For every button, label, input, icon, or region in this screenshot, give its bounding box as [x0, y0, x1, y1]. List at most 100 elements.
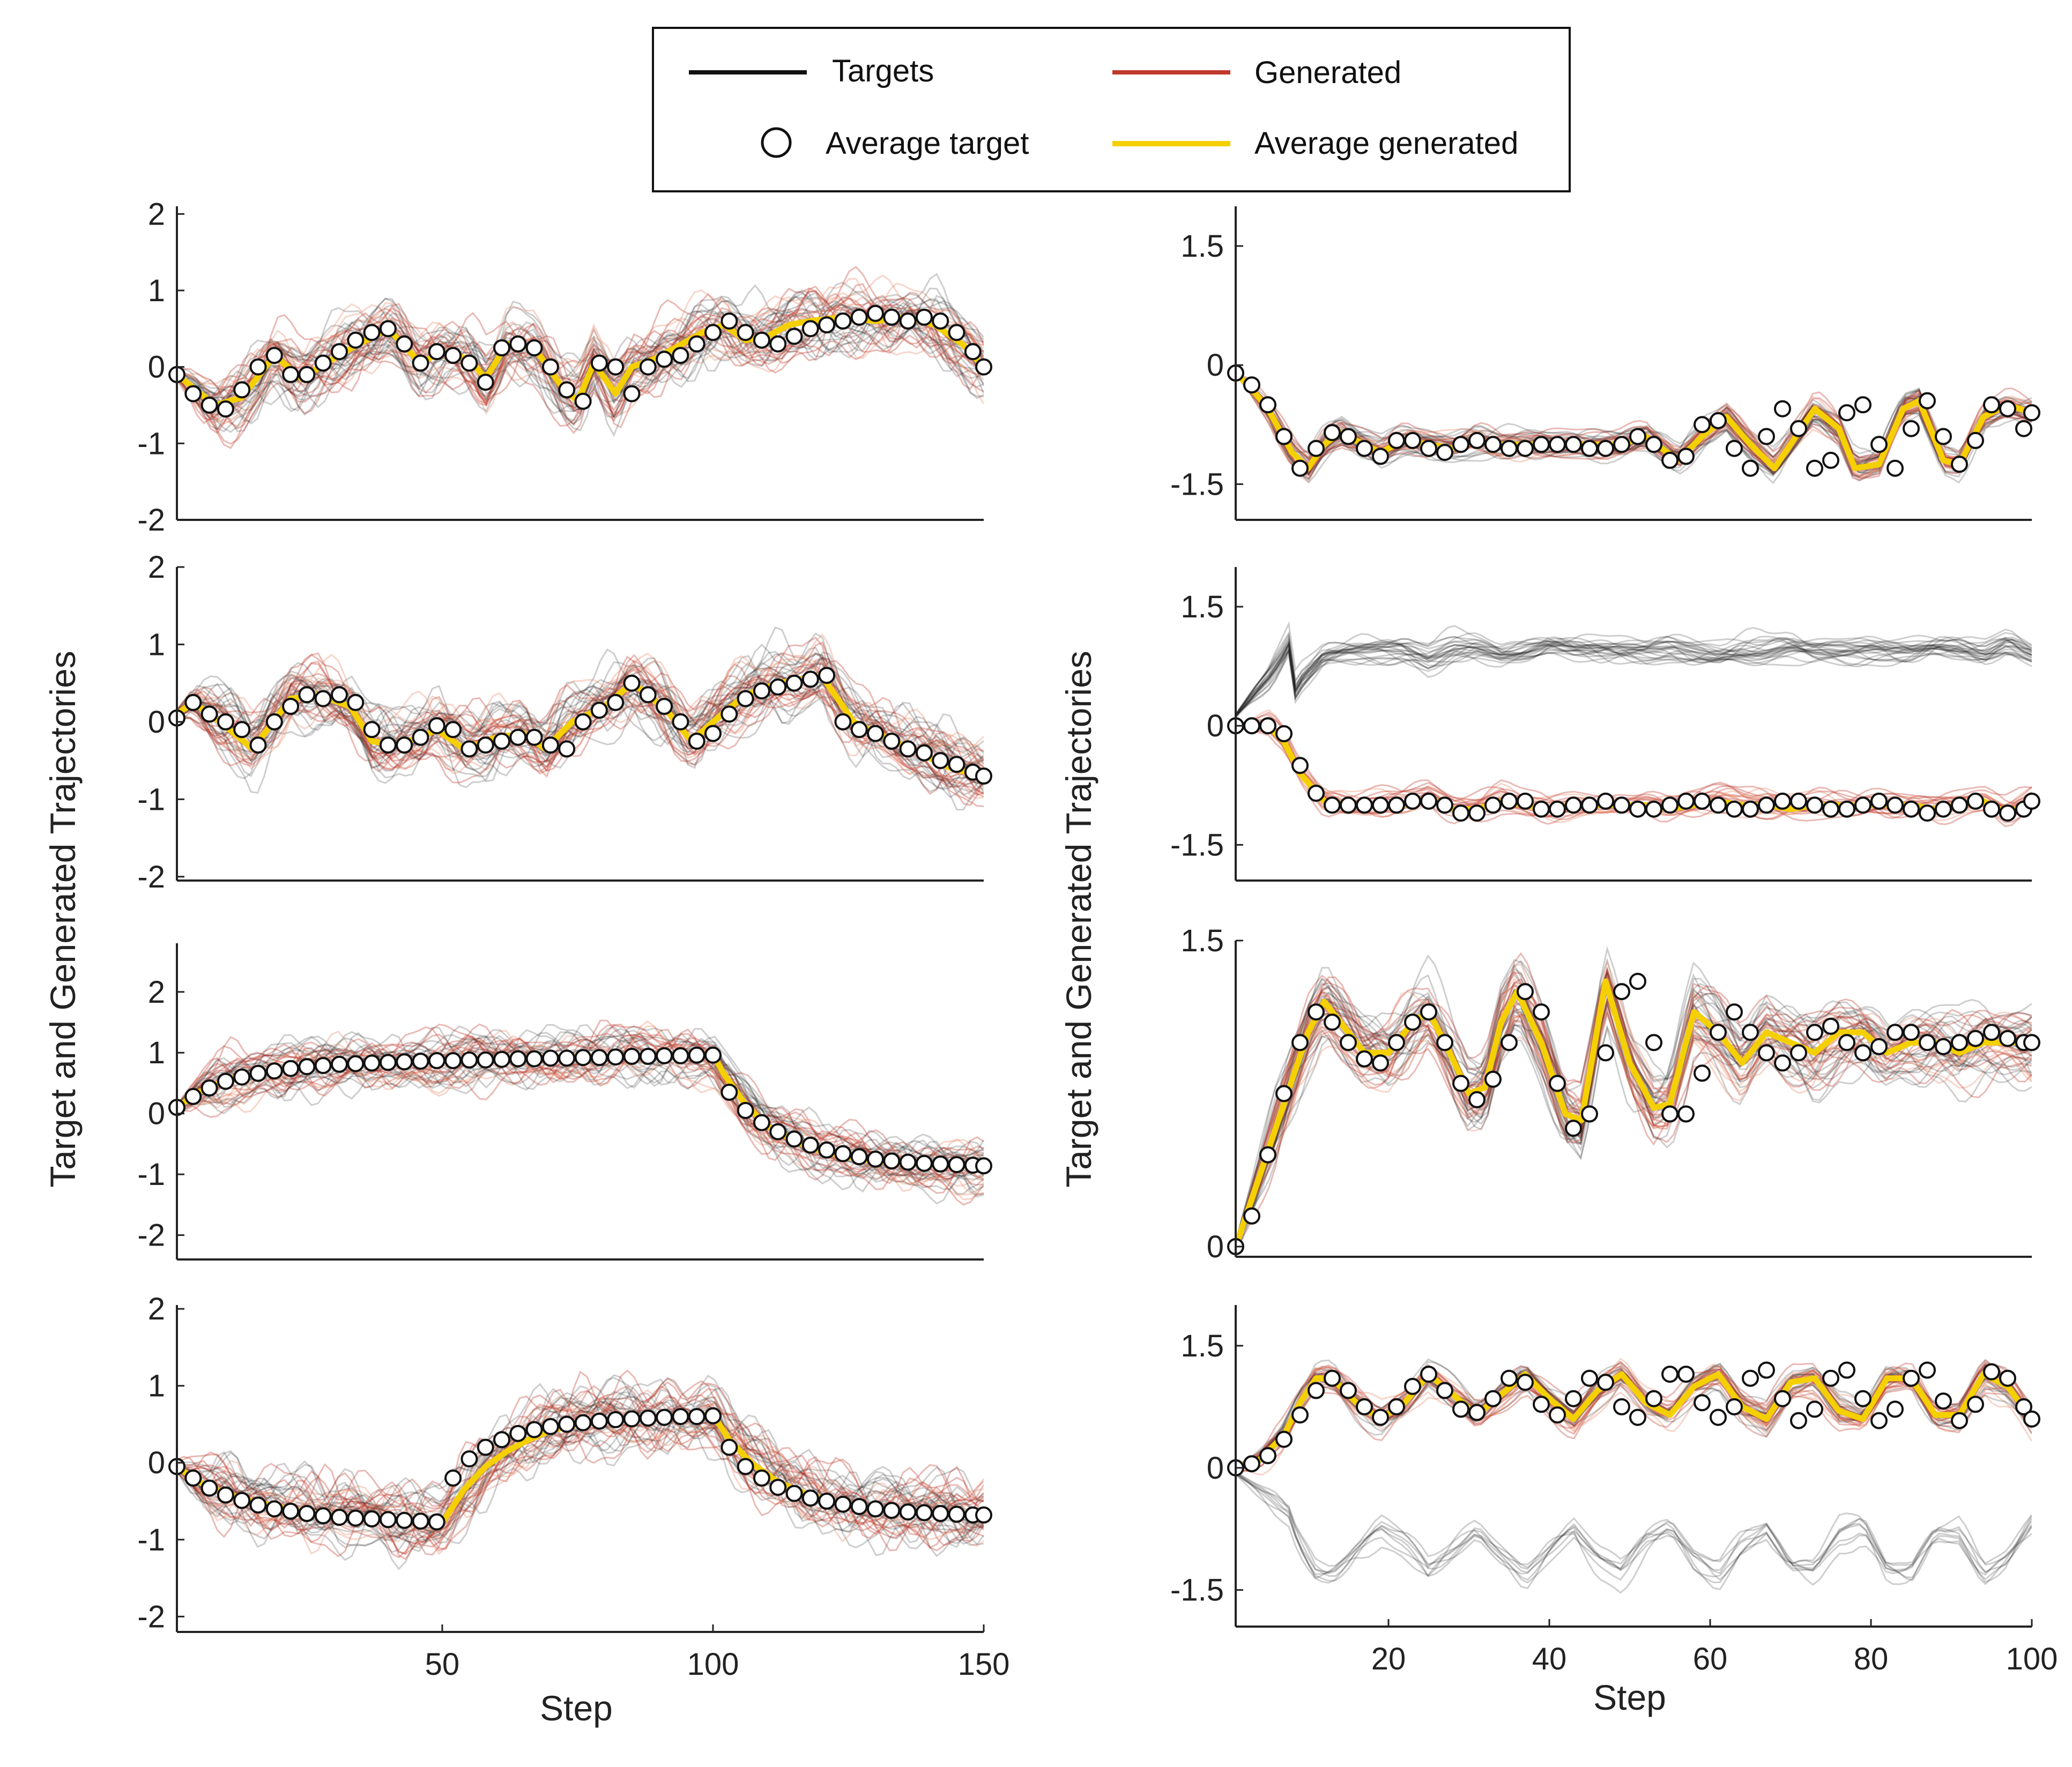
average-target-marker — [1822, 1369, 1839, 1387]
average-target-marker — [850, 721, 868, 739]
axes-right-2: 1.5 0 -1.5 — [1170, 567, 2032, 882]
average-target-marker — [1372, 796, 1389, 814]
average-target-marker — [1308, 439, 1325, 457]
sample-trajectory — [177, 296, 984, 409]
sample-trajectory — [1236, 635, 2032, 715]
average-target-marker — [850, 1498, 868, 1515]
average-target-marker — [217, 400, 234, 418]
average-target-marker — [1243, 1207, 1260, 1225]
sample-trajectory — [1236, 644, 2032, 717]
y-tick-label: 0 — [1207, 709, 1224, 743]
average-target-marker — [1452, 804, 1469, 822]
x-tick-label: 60 — [1693, 1642, 1728, 1676]
sample-trajectory — [1236, 983, 2032, 1247]
average-target-marker — [347, 331, 365, 349]
average-target-marker — [574, 1049, 592, 1067]
y-tick-label: 1 — [148, 1369, 165, 1404]
average-target-marker — [1806, 796, 1823, 814]
average-target-marker — [1694, 1064, 1711, 1082]
average-target-marker — [932, 1155, 949, 1173]
average-target-marker — [1291, 1034, 1309, 1052]
average-target-marker — [1774, 1390, 1791, 1407]
sample-trajectory — [177, 302, 984, 425]
average-target-marker — [444, 1469, 462, 1487]
sample-trajectory — [177, 1039, 984, 1177]
average-target-marker — [1742, 1024, 1759, 1041]
x-tick-label: 20 — [1371, 1642, 1406, 1676]
sample-trajectory — [1236, 954, 2032, 1244]
sample-trajectory — [177, 278, 984, 410]
average-target-marker — [298, 1505, 316, 1522]
average-target-marker — [753, 682, 770, 700]
average-target-marker — [1790, 792, 1807, 810]
average-target-marker — [1710, 796, 1727, 814]
sample-trajectory — [177, 1385, 984, 1559]
panel-right-4: 1.5 0 -1.5 20 40 60 80 100 — [1170, 1305, 2058, 1676]
bundle-left-4 — [177, 1369, 984, 1570]
average-target-marker — [1726, 1398, 1743, 1415]
panel-left-4: 2 1 0 -1 -2 50 100 150 — [137, 1292, 1009, 1682]
average-target-marker — [461, 1450, 478, 1468]
average-target-marker — [1677, 792, 1695, 810]
average-target-marker — [1935, 428, 1952, 445]
average-target-marker — [1758, 428, 1775, 445]
average-target-marker — [1420, 1003, 1437, 1021]
average-target-marker — [785, 1130, 803, 1148]
average-target-marker — [2023, 404, 2040, 422]
average-target-marker — [298, 366, 316, 383]
average-target-marker — [1404, 431, 1421, 449]
sample-trajectory — [177, 1374, 984, 1543]
sample-trajectory — [1236, 1359, 2032, 1468]
average-target-marker — [1870, 1412, 1888, 1429]
average-target-marker — [314, 354, 332, 372]
average-target-marker — [1581, 1105, 1598, 1123]
average-target-marker — [331, 1055, 348, 1073]
average-target-marker — [704, 1407, 722, 1425]
average-target-marker — [721, 1438, 738, 1456]
average-target-marker — [1999, 1369, 2016, 1387]
sample-trajectory — [1236, 632, 2032, 716]
sample-trajectory — [177, 680, 984, 796]
panel-right-1: 1.5 0 -1.5 — [1170, 206, 2040, 521]
average-target-marker — [444, 1052, 462, 1069]
average-target-marker — [1388, 1034, 1405, 1052]
average-target-marker — [883, 1502, 901, 1519]
average-target-marker — [948, 1156, 966, 1173]
average-target-marker — [1951, 1034, 1968, 1052]
average-target-marker — [1533, 800, 1550, 818]
average-target-marker — [1790, 1412, 1807, 1429]
average-target-marker — [541, 358, 559, 376]
average-target-marker — [1629, 428, 1646, 445]
average-target-marker — [1243, 717, 1260, 735]
averages-left-3 — [168, 1046, 992, 1175]
average-target-marker — [314, 1507, 332, 1525]
sample-trajectory — [1236, 959, 2032, 1242]
average-target-marker — [1324, 424, 1341, 442]
sample-trajectory — [1236, 640, 2032, 717]
average-target-marker — [1967, 431, 1984, 449]
average-target-marker — [656, 698, 673, 715]
average-target-marker — [915, 1154, 933, 1172]
average-target-marker — [1468, 1404, 1486, 1421]
average-target-marker — [265, 347, 283, 364]
average-target-marker — [249, 358, 267, 376]
average-target-marker — [1645, 1390, 1662, 1407]
sample-trajectory — [177, 296, 984, 433]
average-target-marker — [444, 721, 462, 739]
average-target-marker — [233, 1068, 251, 1086]
average-target-marker — [477, 1438, 494, 1456]
average-target-marker — [1259, 396, 1276, 414]
average-target-marker — [1420, 439, 1437, 457]
sample-trajectory — [1236, 997, 2032, 1253]
average-target-marker — [1645, 1034, 1662, 1052]
sample-trajectory — [177, 1389, 984, 1540]
average-target-marker — [1404, 792, 1421, 810]
average-target-marker — [1951, 456, 1968, 473]
y-tick-label: 1 — [148, 1035, 165, 1070]
average-target-marker — [363, 1510, 381, 1527]
average-target-marker — [493, 1431, 510, 1449]
average-target-marker — [623, 1410, 641, 1428]
average-target-marker — [1935, 800, 1952, 818]
average-target-marker — [1549, 1406, 1566, 1424]
sample-trajectory — [1236, 716, 2032, 821]
